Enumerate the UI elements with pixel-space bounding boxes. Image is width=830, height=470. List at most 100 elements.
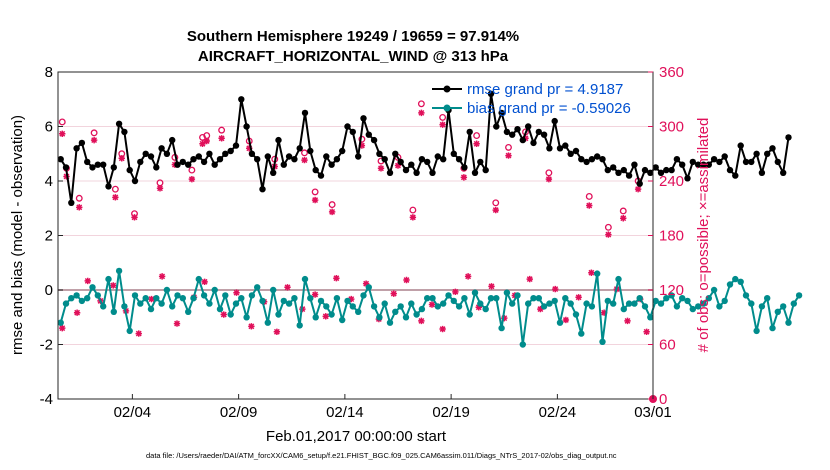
bias-point	[243, 314, 250, 321]
rmse-point	[211, 161, 218, 168]
rmse-point	[482, 166, 489, 174]
bias-point	[73, 292, 80, 299]
bias-point	[636, 295, 643, 302]
bias-point	[546, 300, 553, 307]
rmse-point	[434, 153, 441, 160]
obs-possible-point	[90, 129, 98, 137]
rmse-point	[578, 156, 585, 163]
bias-point	[695, 303, 702, 310]
bias-point	[179, 295, 186, 302]
bias-point	[190, 295, 197, 302]
rmse-point	[493, 123, 500, 130]
rmse-point	[402, 166, 410, 174]
left-tick-label: -4	[40, 391, 53, 408]
rmse-point	[94, 161, 102, 168]
bias-point	[562, 295, 569, 302]
rmse-point	[641, 166, 649, 174]
chart-title-line1: Southern Hemisphere 19249 / 19659 = 97.9…	[187, 28, 519, 45]
bias-point	[455, 303, 463, 310]
bias-point	[684, 297, 691, 305]
obs-assimilated-point	[59, 324, 66, 332]
obs-possible-point	[604, 223, 612, 231]
bias-point	[402, 314, 410, 321]
legend-bias-label: bias grand pr = -0.59026	[467, 100, 631, 117]
obs-assimilated-point	[118, 155, 125, 162]
obs-assimilated-point	[246, 145, 253, 152]
bias-point	[732, 275, 739, 283]
bias-point	[594, 270, 601, 277]
obs-assimilated-point	[59, 130, 66, 137]
obs-assimilated-point	[233, 289, 240, 296]
obs-assimilated-point	[605, 231, 612, 238]
obs-assimilated-point	[418, 109, 425, 117]
obs-assimilated-point	[112, 194, 119, 201]
bias-point	[424, 295, 431, 302]
rmse-point	[259, 186, 266, 193]
rmse-point	[222, 150, 229, 157]
x-tick-label: 02/19	[432, 404, 470, 421]
obs-possible-point	[409, 206, 417, 214]
bias-point	[355, 308, 362, 315]
rmse-point	[110, 164, 118, 171]
bias-point	[625, 300, 633, 307]
bias-point	[227, 311, 234, 318]
obs-assimilated-point	[418, 317, 425, 325]
bias-point	[339, 316, 346, 324]
bias-point	[514, 292, 521, 299]
x-tick-label: 02/04	[114, 404, 152, 421]
x-tick-label: 03/01	[634, 404, 672, 421]
bias-point	[137, 300, 144, 307]
rmse-point	[471, 169, 479, 176]
rmse-point	[158, 145, 165, 152]
rmse-point	[748, 158, 755, 166]
rmse-point	[131, 177, 139, 185]
rmse-point	[716, 158, 723, 166]
obs-assimilated-point	[322, 313, 329, 320]
rmse-point	[610, 164, 617, 171]
bias-point	[142, 295, 149, 302]
bias-point	[477, 300, 484, 307]
obs-assimilated-point	[643, 328, 650, 335]
rmse-point	[174, 161, 181, 168]
rmse-point	[328, 161, 335, 168]
obs-assimilated-point	[110, 282, 117, 289]
bias-point	[254, 284, 261, 291]
bias-point	[333, 295, 341, 302]
obs-assimilated-point	[273, 328, 281, 335]
rmse-point	[285, 153, 293, 160]
obs-assimilated-point	[148, 295, 155, 303]
obs-assimilated-point	[311, 291, 319, 298]
obs-assimilated-point	[586, 202, 593, 209]
bias-point	[721, 297, 728, 305]
obs-assimilated-point	[488, 283, 495, 290]
rmse-point	[429, 169, 436, 176]
obs-assimilated-point	[348, 295, 355, 303]
obs-assimilated-point	[135, 330, 142, 337]
rmse-point	[668, 166, 675, 174]
rmse-point	[190, 156, 197, 163]
obs-assimilated-point	[403, 276, 410, 284]
bias-point	[328, 311, 335, 318]
bias-point	[663, 295, 670, 302]
x-axis-label: Feb.01,2017 00:00:00 start	[266, 428, 447, 445]
obs-assimilated-point	[501, 314, 508, 322]
rmse-point	[588, 156, 596, 163]
bias-point	[583, 300, 590, 307]
bias-point	[556, 319, 564, 326]
bias-point	[551, 297, 558, 305]
bias-point	[57, 319, 64, 326]
rmse-point	[126, 166, 133, 174]
rmse-point	[758, 169, 766, 176]
rmse-point	[546, 145, 553, 152]
rmse-point	[604, 166, 611, 174]
rmse-point	[392, 150, 399, 157]
bias-point	[323, 303, 330, 310]
bias-point	[232, 300, 240, 307]
rmse-point	[137, 158, 144, 166]
left-tick-label: -2	[40, 337, 53, 354]
obs-assimilated-point	[492, 206, 499, 214]
obs-assimilated-point	[203, 137, 210, 145]
bias-point	[471, 289, 479, 296]
bias-point	[525, 300, 532, 307]
bias-point	[657, 300, 665, 307]
